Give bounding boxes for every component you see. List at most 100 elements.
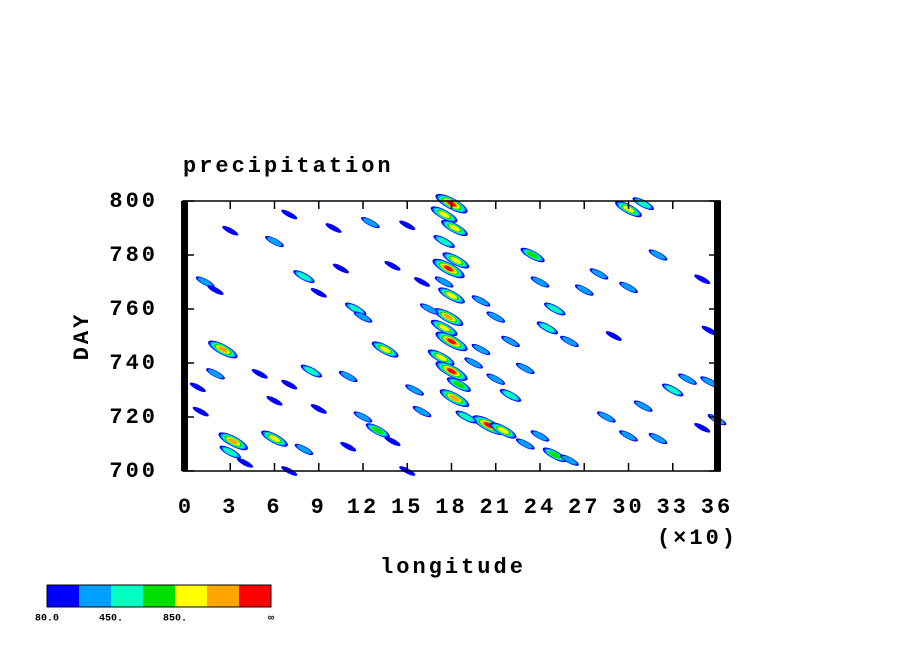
x-tick-label: 21	[480, 495, 512, 520]
colorbar-swatch	[111, 585, 143, 607]
blob	[384, 436, 401, 447]
blob-core	[444, 265, 453, 272]
y-tick-label: 720	[109, 405, 158, 430]
colorbar-swatch	[79, 585, 111, 607]
blob-core	[452, 380, 466, 389]
x-tick-label: 15	[391, 495, 423, 520]
blob	[325, 223, 342, 233]
blob-core	[436, 277, 452, 287]
x-tick-label: 33	[657, 495, 689, 520]
blob	[694, 422, 711, 433]
blob	[207, 285, 224, 295]
blob-core	[621, 431, 636, 441]
blob-core	[348, 304, 363, 314]
blob-core	[598, 412, 614, 422]
left-edge-bar	[181, 201, 188, 471]
blob	[192, 406, 209, 417]
blob-core	[228, 438, 239, 445]
blob-core	[459, 412, 474, 422]
blob-core	[267, 237, 282, 246]
blob-core	[532, 431, 548, 441]
x-tick-label: 9	[311, 495, 327, 520]
blob	[384, 260, 401, 271]
blob-core	[414, 407, 430, 417]
blob-core	[532, 277, 548, 287]
x-tick-label: 36	[701, 495, 733, 520]
blob-core	[517, 363, 533, 373]
x-tick-label: 12	[347, 495, 379, 520]
blob	[310, 404, 327, 414]
blob-core	[488, 312, 504, 322]
blob-core	[650, 250, 666, 260]
blob-core	[680, 374, 695, 384]
blob-core	[208, 369, 223, 379]
blob-core	[562, 336, 577, 346]
blob	[189, 382, 206, 393]
blob-core	[223, 447, 238, 457]
blob-core	[340, 372, 356, 381]
blob	[694, 274, 711, 285]
colorbar-swatch	[175, 585, 207, 607]
x-tick-label: 18	[435, 495, 467, 520]
blob-core	[379, 346, 391, 353]
blob	[222, 225, 239, 236]
blob-core	[702, 377, 718, 387]
y-tick-label: 780	[109, 243, 158, 268]
blob-core	[548, 450, 561, 459]
blob-core	[296, 444, 312, 454]
blob-core	[526, 251, 539, 259]
blob	[399, 220, 416, 231]
blob	[413, 277, 431, 287]
blob-core	[438, 211, 450, 218]
y-tick-label: 700	[109, 459, 158, 484]
blob-core	[217, 346, 228, 353]
blob-core	[576, 285, 592, 295]
x-tick-label: 6	[266, 495, 282, 520]
blob-core	[466, 358, 482, 368]
blob	[281, 209, 298, 220]
blob-core	[621, 282, 636, 292]
x-axis-label: longitude	[380, 555, 526, 580]
blob	[340, 441, 357, 452]
blob	[266, 395, 283, 406]
blob	[310, 287, 327, 298]
blob-core	[304, 366, 319, 376]
x-tick-label: 27	[568, 495, 600, 520]
x-tick-label: 0	[178, 495, 194, 520]
blob-core	[355, 412, 371, 422]
x-tick-label: 24	[524, 495, 556, 520]
blob-core	[665, 385, 680, 395]
blob	[605, 331, 622, 341]
blob-core	[497, 427, 509, 434]
blob-core	[591, 269, 607, 279]
blob-core	[197, 277, 213, 287]
blob-core	[473, 296, 489, 306]
y-tick-label: 740	[109, 351, 158, 376]
blob	[236, 458, 254, 468]
blob-core	[421, 304, 437, 314]
colorbar-label: 450.	[99, 614, 123, 625]
y-tick-label: 800	[109, 189, 158, 214]
blob-core	[447, 368, 456, 374]
x-multiplier: (×10)	[657, 526, 738, 551]
blob-core	[650, 434, 666, 444]
blob-core	[635, 401, 651, 411]
blob	[701, 325, 718, 336]
blob-core	[488, 374, 504, 384]
colorbar-label: 80.0	[35, 614, 59, 625]
blob-core	[443, 313, 454, 321]
colorbar-label: ∞	[268, 614, 274, 625]
colorbar-swatch	[207, 585, 239, 607]
colorbar-swatch	[239, 585, 271, 607]
blob-core	[355, 312, 371, 322]
y-tick-label: 760	[109, 297, 158, 322]
colorbar-frame	[46, 584, 272, 608]
colorbar-swatch	[143, 585, 175, 607]
blob-core	[447, 338, 456, 345]
right-edge-bar	[714, 201, 721, 471]
x-tick-label: 3	[222, 495, 238, 520]
blob	[281, 379, 298, 390]
blob-core	[437, 237, 451, 246]
x-tick-label: 30	[612, 495, 644, 520]
